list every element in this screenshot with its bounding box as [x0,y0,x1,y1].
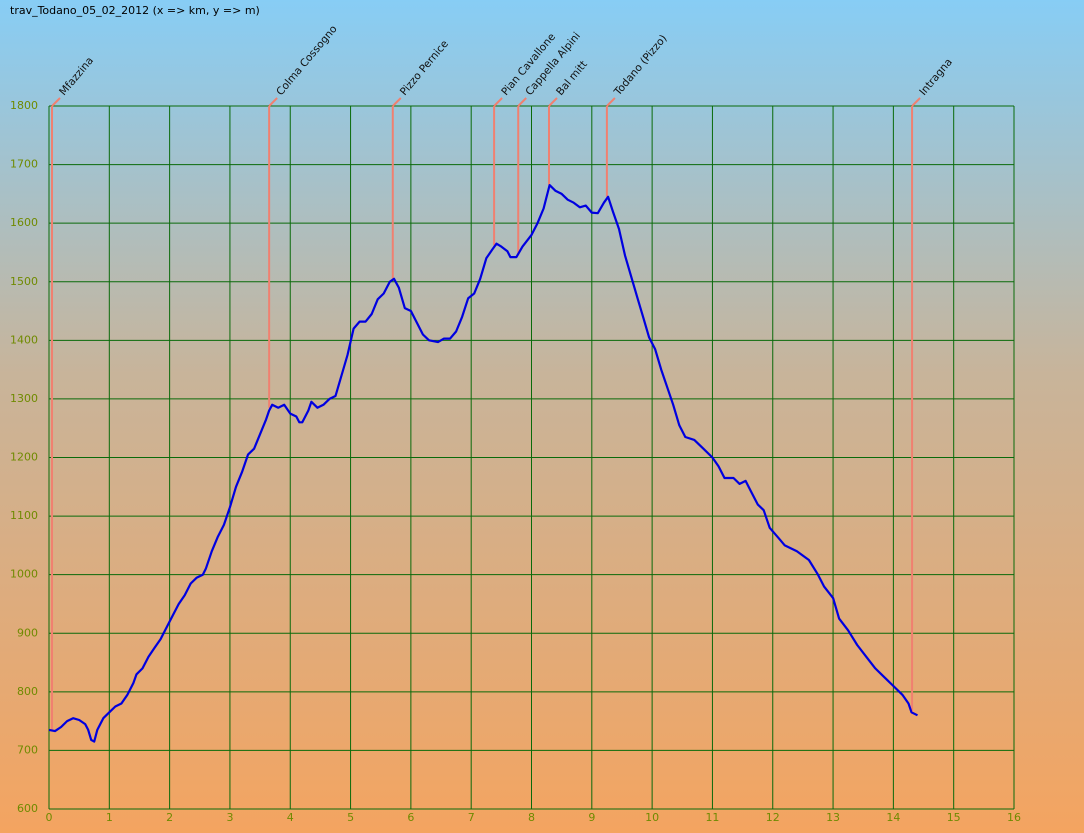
y-tick-label: 1000 [10,568,38,581]
x-tick-label: 16 [1007,811,1021,824]
waypoint-leader [392,97,402,107]
y-tick-label: 1600 [10,216,38,229]
y-tick-label: 700 [17,743,38,756]
x-tick-label: 8 [528,811,535,824]
chart-title: trav_Todano_05_02_2012 (x => km, y => m) [10,4,260,17]
waypoint-leader [493,97,503,107]
waypoint-leader [548,97,558,107]
y-tick-label: 800 [17,685,38,698]
y-tick-label: 1200 [10,451,38,464]
x-tick-label: 11 [705,811,719,824]
x-tick-label: 9 [588,811,595,824]
x-tick-label: 1 [106,811,113,824]
waypoint-leader [268,97,278,107]
x-tick-label: 0 [46,811,53,824]
x-tick-label: 15 [947,811,961,824]
y-tick-label: 1700 [10,158,38,171]
x-tick-label: 12 [766,811,780,824]
x-tick-label: 5 [347,811,354,824]
x-tick-label: 2 [166,811,173,824]
y-tick-label: 600 [17,802,38,815]
x-tick-label: 4 [287,811,294,824]
elevation-line [48,184,918,743]
y-tick-label: 1100 [10,509,38,522]
y-tick-label: 1400 [10,333,38,346]
x-tick-label: 10 [645,811,659,824]
y-tick-label: 1300 [10,392,38,405]
waypoint-leader [517,97,527,107]
waypoint-leader [51,97,61,107]
waypoint-leader [606,97,616,107]
y-tick-label: 900 [17,626,38,639]
waypoint-leader [911,97,921,107]
x-tick-label: 7 [468,811,475,824]
x-tick-label: 14 [886,811,900,824]
x-tick-label: 3 [226,811,233,824]
x-tick-label: 6 [407,811,414,824]
y-tick-label: 1500 [10,275,38,288]
y-tick-label: 1800 [10,99,38,112]
x-tick-label: 13 [826,811,840,824]
